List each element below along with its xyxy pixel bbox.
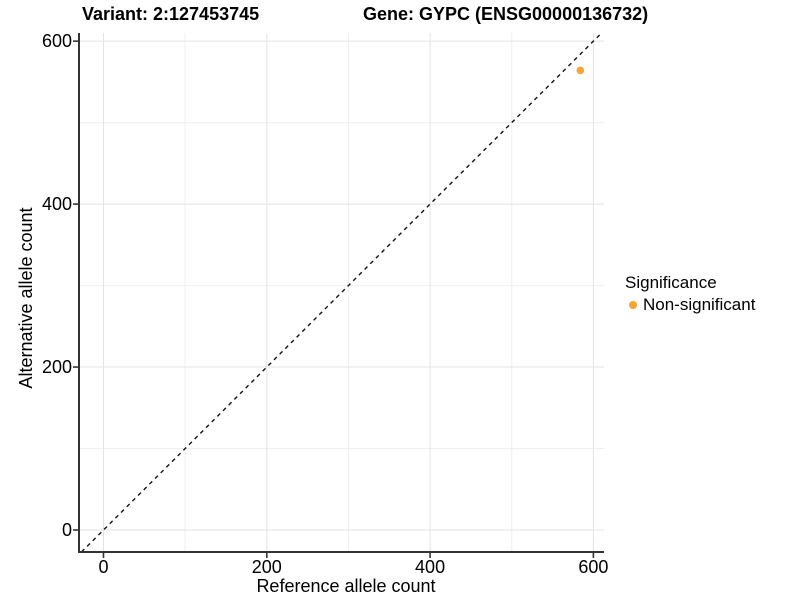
plot-title-gene: Gene: GYPC (ENSG00000136732) — [363, 4, 649, 24]
data-point — [576, 66, 585, 75]
x-tick-label: 400 — [415, 557, 446, 577]
y-tick-label: 0 — [61, 520, 72, 540]
x-tick-label: 200 — [251, 557, 282, 577]
y-tick-label: 600 — [41, 31, 72, 52]
y-tick-label: 400 — [41, 194, 72, 215]
y-tick-label: 200 — [41, 357, 72, 378]
x-tick-label: 600 — [578, 557, 609, 577]
legend-entry: Non-significant — [629, 296, 755, 314]
legend-title: Significance — [625, 273, 717, 292]
y-axis-title: Alternative allele count — [16, 207, 36, 389]
legend: Significance Non-significant — [625, 274, 755, 314]
x-axis-title: Reference allele count — [256, 576, 436, 596]
x-tick-label: 0 — [98, 557, 109, 577]
plot-title-variant: Variant: 2:127453745 — [82, 4, 260, 24]
legend-point-icon — [629, 301, 637, 309]
legend-entry-label: Non-significant — [643, 295, 756, 314]
identity-line — [80, 32, 603, 553]
